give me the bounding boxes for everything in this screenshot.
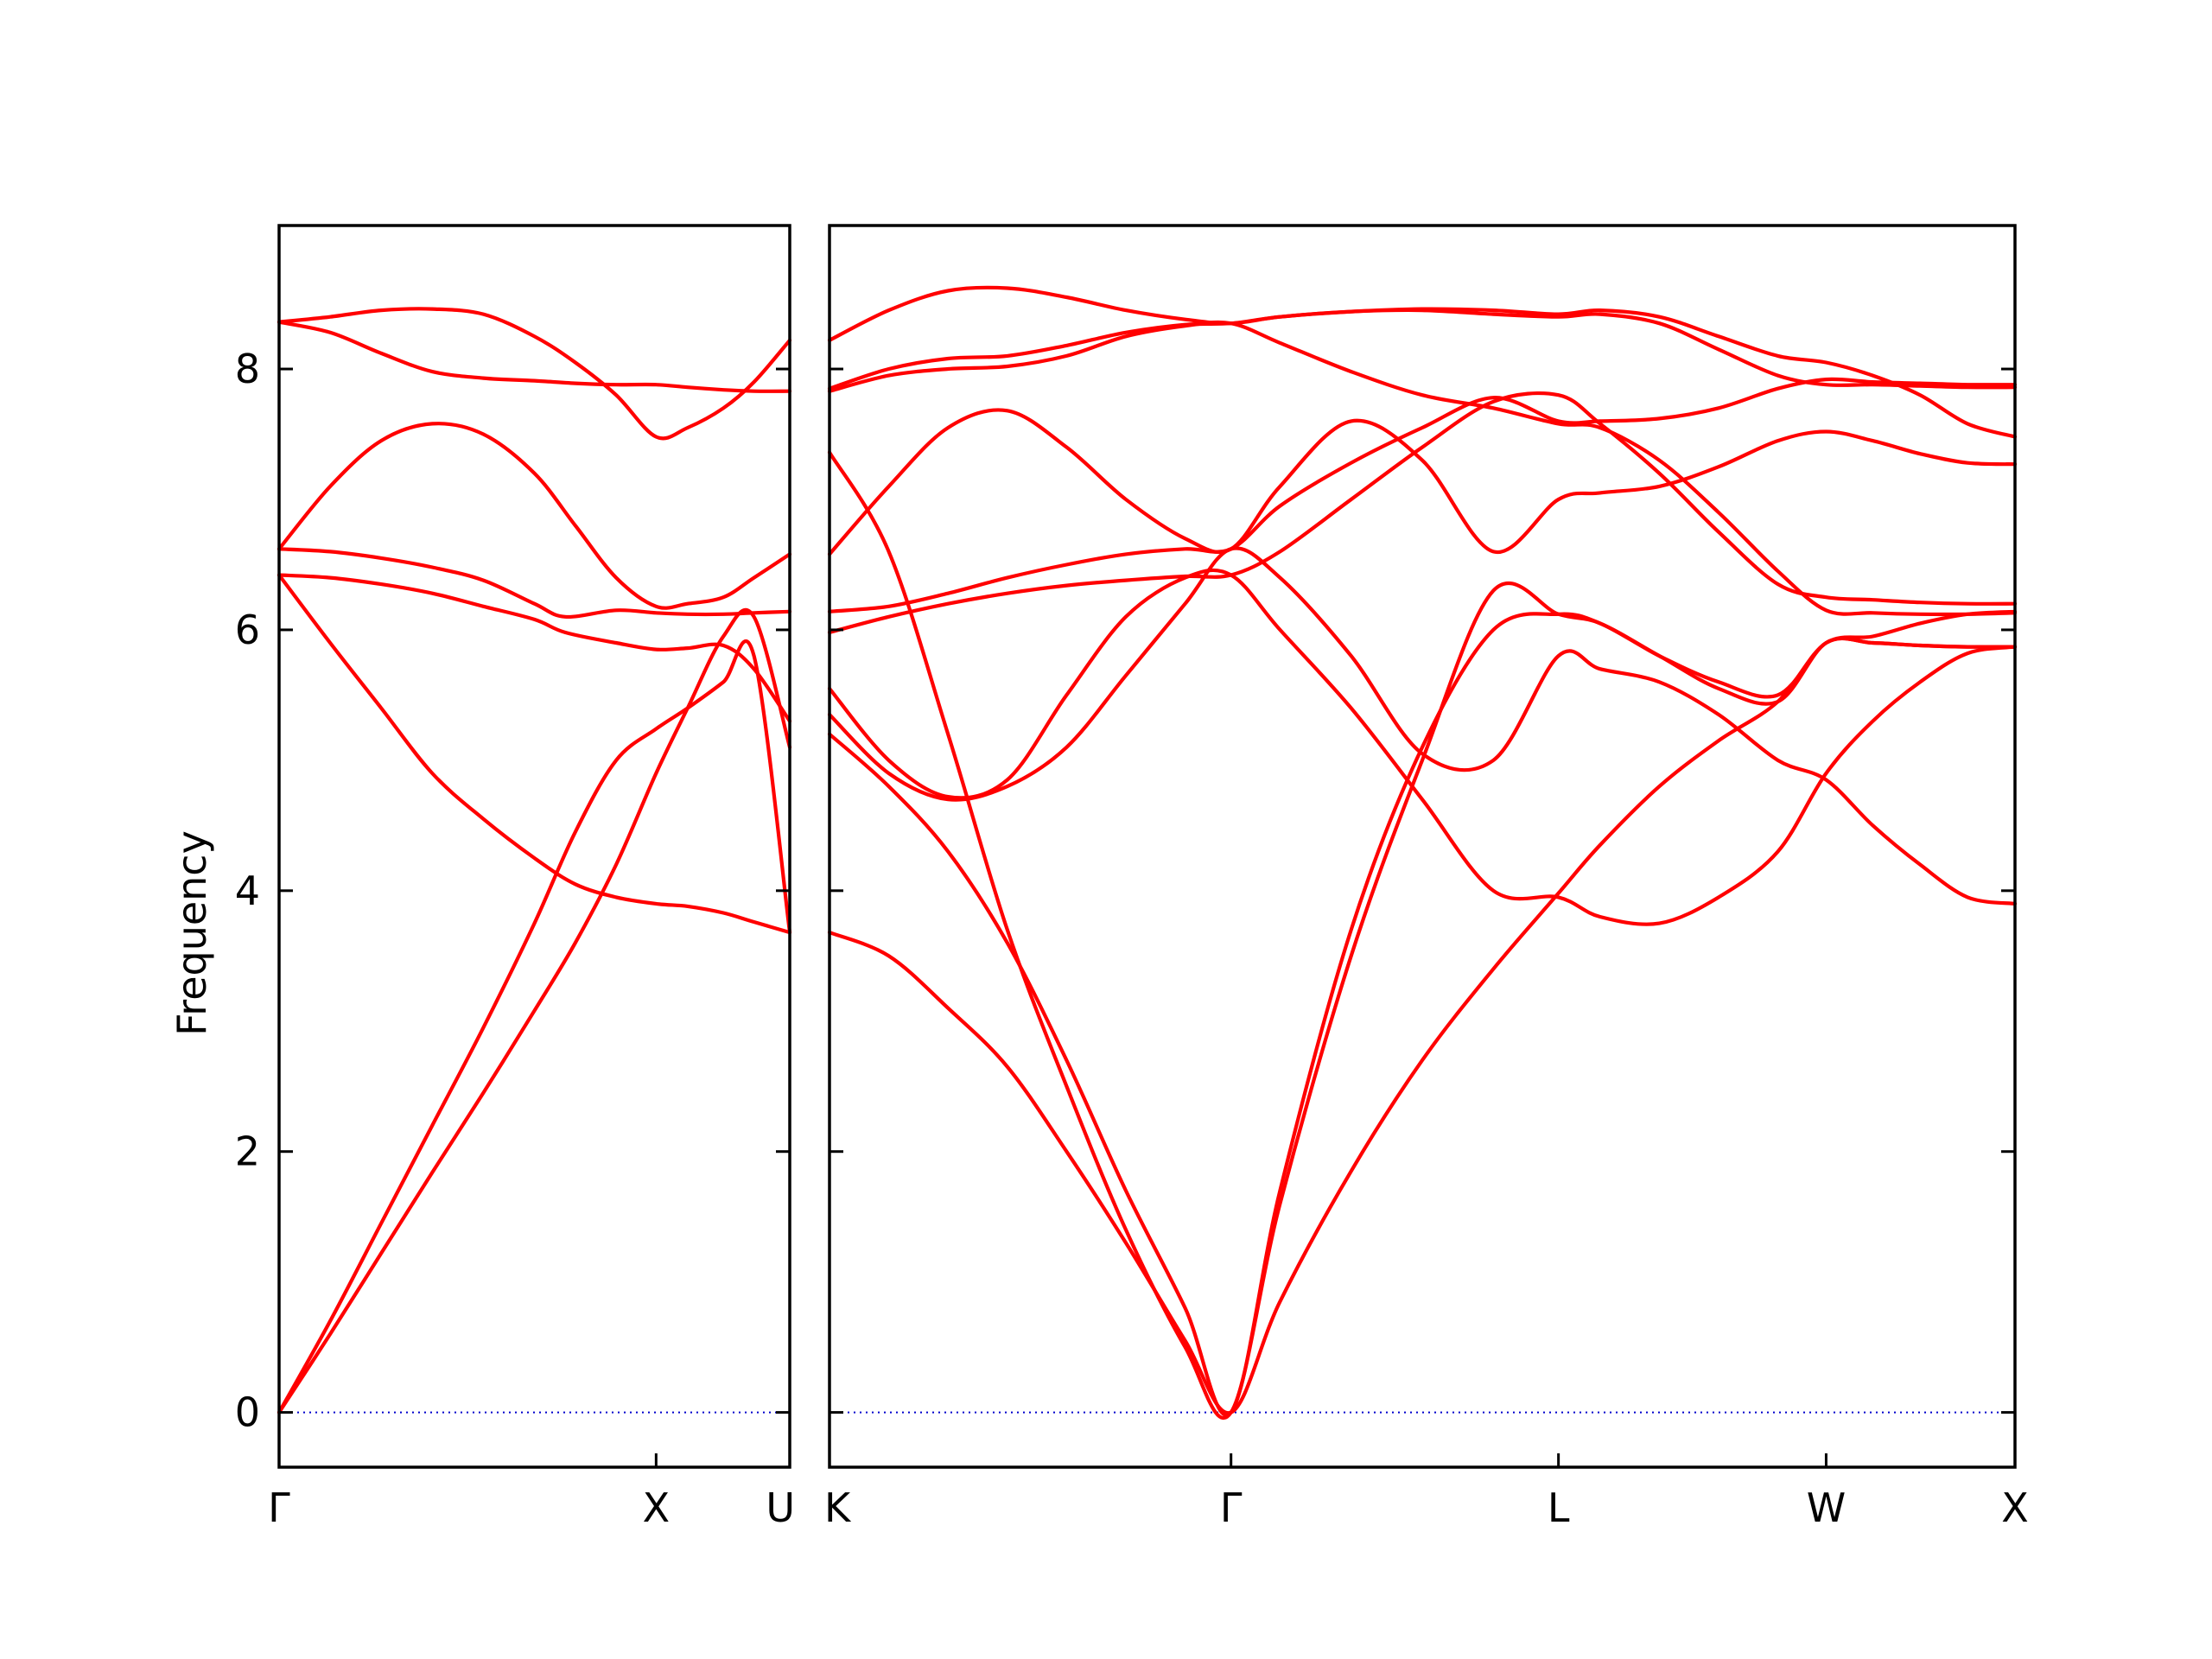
right-band-11 <box>827 285 2018 439</box>
left-band-4 <box>276 573 792 723</box>
right-band-4 <box>827 568 2018 926</box>
x-tick-label: L <box>1548 1484 1570 1531</box>
x-tick-label: Γ <box>268 1484 290 1531</box>
left-band-6 <box>276 422 792 610</box>
y-tick-label: 4 <box>235 868 260 914</box>
right-band-7 <box>827 408 2018 556</box>
right-band-8 <box>827 450 2018 1421</box>
left-band-3 <box>276 573 792 935</box>
right-band-6 <box>827 377 2018 613</box>
left-band-7 <box>276 320 792 393</box>
y-tick-label: 2 <box>235 1128 260 1175</box>
x-tick-label: U <box>766 1484 795 1531</box>
x-tick-label: X <box>2001 1484 2029 1531</box>
right-band-2 <box>827 612 2018 1417</box>
left-axes-frame <box>277 224 791 1469</box>
right-band-10 <box>827 308 2018 391</box>
left-band-5 <box>276 547 792 619</box>
y-tick-label: 6 <box>235 607 260 653</box>
x-tick-label: K <box>824 1484 852 1531</box>
left-band-2 <box>276 639 792 1414</box>
x-tick-label: W <box>1807 1484 1846 1531</box>
x-tick-label: Γ <box>1220 1484 1243 1531</box>
right-axes-frame <box>828 224 2017 1469</box>
left-band-1 <box>276 607 792 1414</box>
y-tick-label: 8 <box>235 346 260 392</box>
left-band-8 <box>276 307 792 441</box>
right-band-9 <box>827 320 2018 617</box>
left-panel: 0 2 4 6 8 Γ X U <box>235 224 795 1531</box>
x-tick-label: X <box>643 1484 671 1531</box>
y-axis-label: Frequency <box>168 830 215 1036</box>
right-band-3 <box>827 546 2018 906</box>
y-tick-label: 0 <box>235 1389 260 1436</box>
right-band-5 <box>827 391 2018 634</box>
